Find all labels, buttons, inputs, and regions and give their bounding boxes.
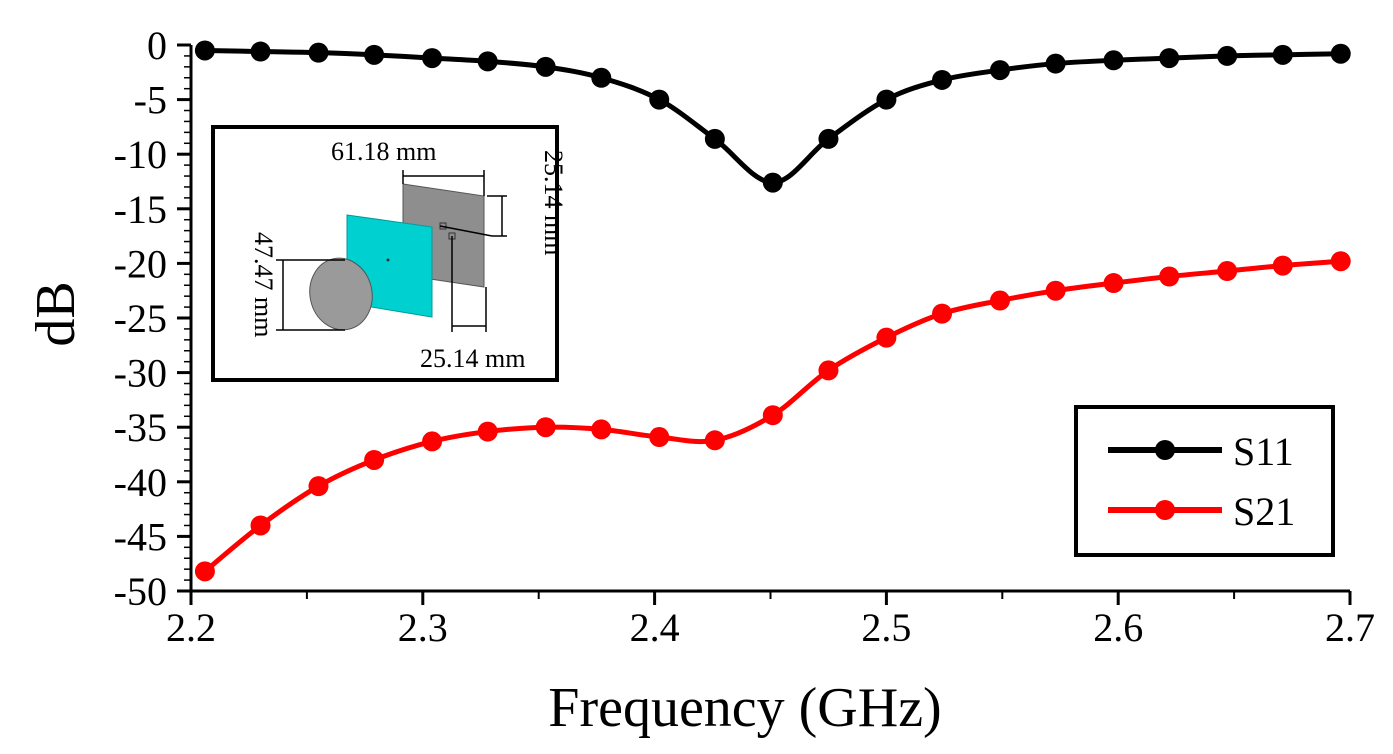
data-point-s11 [1272,44,1293,65]
data-point-s21 [250,515,271,536]
x-tick-label: 2.6 [1093,605,1143,650]
x-tick-label: 2.3 [398,605,448,650]
data-point-s21 [364,449,385,470]
data-point-s11 [1330,43,1351,64]
y-tick-label: -10 [114,132,167,177]
data-point-s21 [1217,261,1238,282]
y-tick-label: -35 [114,405,167,450]
data-point-s11 [477,51,498,72]
data-point-s11 [876,89,897,110]
legend-frame [1074,405,1335,557]
data-point-s21 [818,360,839,381]
inset-label-width: 61.18 mm [331,137,436,166]
data-point-s21 [477,421,498,442]
data-point-s11 [704,128,725,149]
inset-disk [309,257,373,331]
x-tick-label: 2.4 [630,605,680,650]
data-point-s11 [1159,48,1180,69]
legend-label-s11: S11 [1233,429,1294,474]
inset-label-diameter: 47.47 mm [249,232,278,337]
data-point-s21 [876,327,897,348]
y-tick-label: 0 [147,23,167,68]
data-point-s21 [932,303,953,324]
inset-dimension-lines [276,170,507,332]
data-point-s21 [989,290,1010,311]
data-point-s11 [591,67,612,88]
y-tick-label: -50 [114,569,167,614]
y-tick-label: -45 [114,514,167,559]
inset-via [386,258,390,262]
y-axis-title: dB [25,281,87,346]
data-point-s21 [762,405,783,426]
inset-diagram: 61.18 mm 25.14 mm 47.47 mm 25.14 mm [211,125,568,382]
data-point-s11 [1217,45,1238,66]
series-layer [194,40,1351,582]
legend-label-s21: S21 [1233,489,1295,534]
data-point-s11 [932,69,953,90]
data-point-s21 [422,431,443,452]
data-point-s21 [308,476,329,497]
data-point-s21 [535,417,556,438]
data-point-s11 [989,60,1010,81]
data-point-s11 [364,44,385,65]
legend: S11 S21 [1074,405,1335,557]
data-point-s11 [250,41,271,62]
inset-label-right: 25.14 mm [539,150,568,255]
inset-frame [211,125,559,382]
y-tick-label: -30 [114,351,167,396]
data-point-s21 [1045,280,1066,301]
data-point-s21 [1272,255,1293,276]
data-point-s11 [1103,50,1124,71]
y-tick-label: -15 [114,187,167,232]
data-point-s11 [1045,53,1066,74]
data-point-s21 [591,419,612,440]
y-tick-label: -5 [134,78,167,123]
data-point-s11 [535,56,556,77]
data-point-s11 [649,89,670,110]
data-point-s11 [818,128,839,149]
x-axis-title: Frequency (GHz) [548,677,941,739]
x-tick-label: 2.7 [1325,605,1375,650]
data-point-s21 [194,561,215,582]
data-point-s21 [704,430,725,451]
data-point-s21 [649,427,670,448]
data-point-s21 [1159,266,1180,287]
legend-marker-s21 [1155,500,1175,520]
inset-label-bottom: 25.14 mm [420,344,525,373]
data-point-s11 [308,42,329,63]
y-tick-label: -25 [114,296,167,341]
legend-marker-s11 [1155,440,1175,460]
data-point-s11 [422,48,443,69]
y-tick-label: -20 [114,241,167,286]
data-point-s21 [1103,273,1124,294]
x-tick-label: 2.5 [861,605,911,650]
x-tick-label: 2.2 [166,605,216,650]
data-point-s11 [194,40,215,61]
data-point-s21 [1330,251,1351,272]
y-tick-label: -40 [114,460,167,505]
data-point-s11 [762,172,783,193]
ticks: 2.2 2.3 2.4 2.5 2.6 2.7 0 -5 -10 -15 -20 -25 -30 -35 -… [114,23,1375,650]
